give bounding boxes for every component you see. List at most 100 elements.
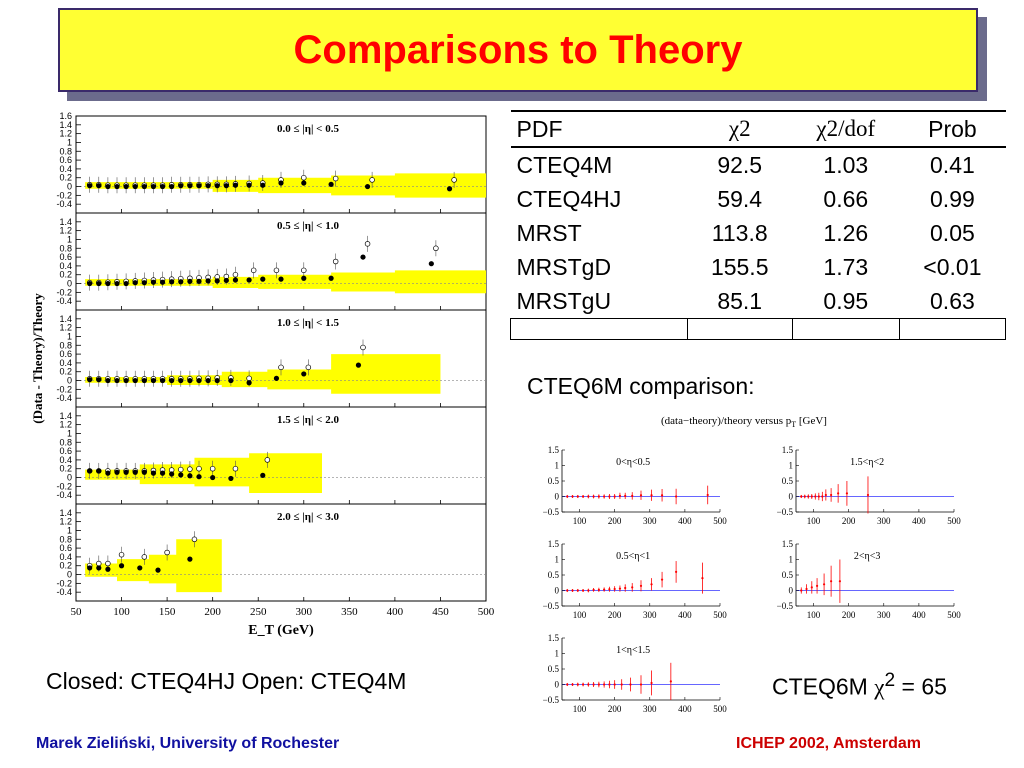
- table-cell: 0.66: [823, 185, 869, 212]
- table-cell: 0.05: [930, 219, 975, 246]
- y-tick-label: 0.5: [548, 476, 560, 486]
- cteq6m-panel: −0.5 0 0.5 1 1.5 100 200 300 400 500 2<η<3: [777, 539, 962, 620]
- data-point: [650, 494, 653, 497]
- closed-marker-cteq4hj: [205, 183, 211, 189]
- closed-marker-cteq4hj: [260, 472, 266, 478]
- footer-author: Marek Zieliński, University of Rochester: [36, 735, 340, 752]
- x-tick-label: 200: [608, 516, 622, 526]
- closed-marker-cteq4hj: [96, 183, 102, 189]
- closed-marker-cteq4hj: [159, 279, 166, 285]
- closed-marker-cteq4hj: [446, 186, 453, 192]
- header-chi2: χ2: [728, 116, 751, 141]
- y-tick-label: -0.2: [56, 287, 72, 297]
- closed-marker-cteq4hj: [232, 277, 239, 283]
- closed-marker-cteq4hj: [205, 377, 211, 384]
- y-tick-label: 1.5: [548, 539, 560, 549]
- closed-marker-cteq4hj: [301, 371, 307, 377]
- systematic-band: [85, 539, 222, 593]
- data-point: [566, 683, 569, 686]
- data-point: [815, 584, 819, 587]
- y-tick-label: -0.4: [56, 587, 72, 597]
- y-tick-label: 0.4: [59, 261, 72, 271]
- data-point: [660, 494, 664, 497]
- data-point: [587, 683, 590, 686]
- y-tick-label: 0: [555, 586, 560, 596]
- closed-marker-cteq4hj: [87, 183, 93, 189]
- y-tick-label: 0: [555, 680, 560, 690]
- closed-marker-cteq4hj: [178, 472, 184, 478]
- x-tick-label: 300: [643, 704, 657, 714]
- x-tick-label: 200: [608, 610, 622, 620]
- y-tick-label: 1: [789, 461, 794, 471]
- data-point: [675, 495, 678, 498]
- data-point: [597, 683, 600, 686]
- y-tick-label: -0.4: [56, 393, 72, 403]
- closed-marker-cteq4hj: [428, 261, 434, 267]
- open-marker-cteq4m: [264, 457, 271, 463]
- y-tick-label: 1.4: [59, 314, 72, 324]
- closed-marker-cteq4hj: [278, 276, 284, 282]
- x-tick-label: 300: [643, 516, 657, 526]
- data-point: [571, 495, 574, 498]
- open-marker-cteq4m: [141, 554, 148, 560]
- open-marker-cteq4m: [301, 174, 307, 181]
- y-tick-label: 1.4: [59, 411, 72, 421]
- table-cell: MRSTgU: [516, 287, 612, 314]
- x-tick-label: 300: [643, 610, 657, 620]
- y-tick-label: 1.2: [59, 323, 72, 333]
- closed-marker-cteq4hj: [123, 280, 129, 287]
- data-point: [581, 683, 585, 686]
- x-tick-label: 400: [678, 704, 692, 714]
- y-tick-label: 0.2: [59, 367, 72, 377]
- x-tick-label: 400: [387, 606, 404, 618]
- data-point: [613, 495, 616, 498]
- cteq6m-chi2-prefix: CTEQ6M: [772, 673, 875, 700]
- table-header-row: PDF χ2 χ2/dof Prob: [510, 111, 1006, 147]
- data-point: [613, 587, 616, 591]
- data-point: [701, 577, 704, 580]
- table-cell-empty: [510, 318, 688, 340]
- table-cell: 0.63: [930, 287, 975, 314]
- closed-marker-cteq4hj: [246, 380, 252, 386]
- title-box: Comparisons to Theory: [58, 8, 978, 92]
- closed-marker-cteq4hj: [278, 180, 284, 186]
- open-marker-cteq4m: [196, 465, 202, 472]
- y-tick-label: 0.4: [59, 455, 72, 465]
- x-tick-label: 200: [842, 610, 856, 620]
- data-point: [631, 494, 634, 497]
- closed-marker-cteq4hj: [178, 279, 184, 285]
- open-marker-cteq4m: [301, 267, 307, 274]
- y-tick-label: −0.5: [543, 695, 560, 705]
- data-point: [587, 589, 590, 592]
- closed-marker-cteq4hj: [96, 280, 102, 287]
- cteq6m-eta-label: 1<η<1.5: [616, 645, 650, 656]
- main-plot: -0.4-0.200.20.40.60.811.21.41.60.0 ≤ |η|…: [30, 111, 495, 638]
- cteq6m-eta-label: 1.5<η<2: [850, 457, 884, 468]
- x-tick-label: 400: [678, 516, 692, 526]
- y-tick-label: -0.2: [56, 190, 72, 200]
- eta-panel: -0.4-0.200.20.40.60.811.21.4 0.5 ≤ |η| < …: [56, 212, 487, 311]
- data-point: [805, 587, 808, 591]
- y-tick-label: 1.5: [548, 633, 560, 643]
- x-tick-label: 50: [71, 606, 83, 618]
- closed-marker-cteq4hj: [355, 362, 362, 368]
- y-tick-label: 0: [555, 492, 560, 502]
- closed-marker-cteq4hj: [118, 563, 125, 569]
- y-tick-label: 0: [67, 473, 72, 483]
- data-point: [618, 587, 622, 590]
- cteq6m-plots: (data−theory)/theory versus pT [GeV] −0.5…: [543, 415, 962, 714]
- open-marker-cteq4m: [369, 177, 375, 183]
- closed-marker-cteq4hj: [228, 475, 234, 482]
- x-tick-label: 100: [807, 610, 821, 620]
- table-cell: 1.26: [823, 219, 869, 246]
- x-tick-label: 400: [912, 610, 926, 620]
- data-point: [800, 589, 803, 592]
- closed-marker-cteq4hj: [132, 280, 138, 286]
- closed-marker-cteq4hj: [123, 469, 129, 475]
- table-cell: <0.01: [923, 253, 982, 280]
- closed-marker-cteq4hj: [223, 183, 229, 189]
- data-point: [571, 589, 574, 592]
- cteq6m-title: (data−theory)/theory versus pT [GeV]: [661, 415, 827, 429]
- chi-superscript: 2: [884, 670, 896, 691]
- table-cell: 0.99: [930, 185, 975, 212]
